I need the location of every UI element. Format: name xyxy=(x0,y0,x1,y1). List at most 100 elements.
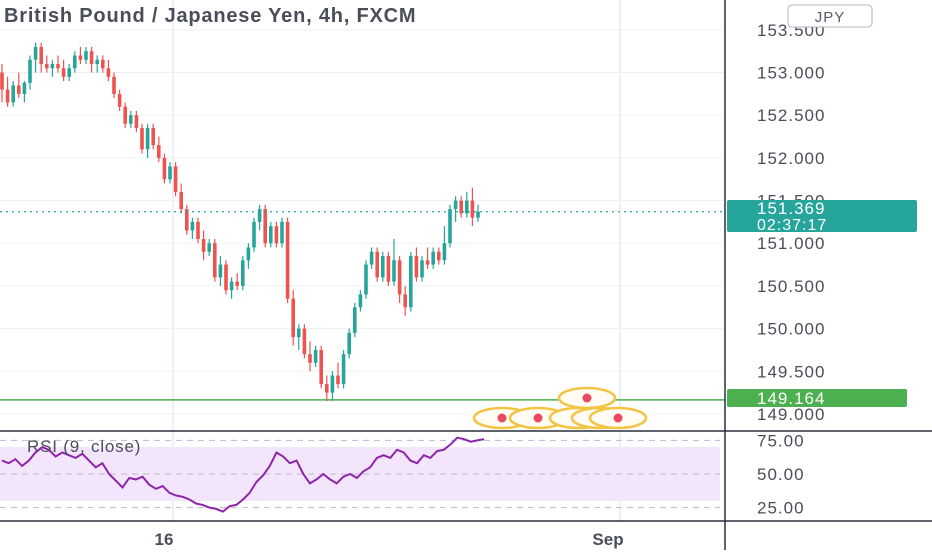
candle xyxy=(341,349,346,389)
candle xyxy=(101,55,105,73)
currency-badge-box[interactable] xyxy=(787,4,873,28)
candle xyxy=(89,46,94,73)
candle xyxy=(61,59,66,82)
candle xyxy=(190,217,195,239)
level-price-tag xyxy=(727,389,907,407)
price-tick-label: 152.500 xyxy=(757,106,825,125)
candle xyxy=(313,345,318,367)
candle xyxy=(123,102,127,129)
last-price-value: 151.369 xyxy=(757,199,825,218)
candle xyxy=(330,371,335,402)
candle xyxy=(285,217,290,303)
economic-event-icon[interactable] xyxy=(557,386,617,410)
candle xyxy=(353,302,357,338)
last-price-tag xyxy=(727,200,917,232)
candle xyxy=(420,256,424,282)
candle xyxy=(179,183,183,214)
candle xyxy=(213,238,217,282)
candle xyxy=(437,247,441,265)
candle xyxy=(157,136,161,163)
candle xyxy=(319,345,323,389)
price-tick-label: 149.500 xyxy=(757,362,825,381)
price-tick-label: 151.000 xyxy=(757,234,825,253)
last-price-countdown: 02:37:17 xyxy=(757,217,827,234)
candle xyxy=(129,110,133,129)
candle xyxy=(185,204,189,235)
candle xyxy=(134,110,139,133)
candle xyxy=(403,285,407,316)
rsi-label[interactable]: RSI (9, close) xyxy=(27,437,141,456)
candle xyxy=(470,187,475,227)
candle xyxy=(22,81,27,103)
candle xyxy=(201,230,206,261)
price-tick-label: 153.000 xyxy=(757,64,825,83)
candle xyxy=(291,290,295,346)
candle xyxy=(375,247,379,282)
candle xyxy=(84,46,88,65)
candle xyxy=(269,221,273,248)
candle xyxy=(336,362,340,389)
candle xyxy=(381,251,385,282)
price-tick-label: 149.000 xyxy=(757,405,825,424)
grid-layer xyxy=(0,0,725,521)
candle xyxy=(5,76,10,107)
candle xyxy=(252,217,256,252)
currency-badge[interactable]: JPY xyxy=(815,9,846,26)
candle xyxy=(11,81,15,107)
candle xyxy=(431,247,435,269)
candle xyxy=(397,256,402,303)
candle xyxy=(151,123,155,150)
candle xyxy=(386,251,391,286)
candle xyxy=(257,204,262,231)
candle xyxy=(218,256,223,286)
candle xyxy=(196,217,200,244)
rsi-tick-label: 75.00 xyxy=(757,431,805,450)
candle xyxy=(56,55,60,73)
candle xyxy=(145,123,150,158)
candle xyxy=(67,64,71,82)
candle xyxy=(325,375,329,402)
candle xyxy=(162,153,167,184)
candle xyxy=(106,59,111,82)
chart-title: British Pound / Japanese Yen, 4h, FXCM xyxy=(4,5,416,27)
time-label-sep: Sep xyxy=(592,530,623,549)
candle xyxy=(173,162,178,197)
candle xyxy=(392,238,396,286)
candle xyxy=(241,256,245,291)
candle xyxy=(442,226,447,265)
rsi-line xyxy=(1,436,485,513)
candle xyxy=(39,42,43,73)
event-markers[interactable] xyxy=(472,386,648,430)
candle xyxy=(369,247,374,269)
price-axis-labels: 153.500153.000152.500152.000151.500151.0… xyxy=(757,21,825,518)
candle xyxy=(308,341,312,372)
candle xyxy=(33,42,38,73)
level-price-value: 149.164 xyxy=(757,389,825,408)
candle xyxy=(50,59,55,77)
candle xyxy=(140,123,144,154)
candle xyxy=(28,55,32,90)
candle xyxy=(112,72,116,99)
candle xyxy=(17,72,21,99)
candle xyxy=(453,196,458,222)
price-tick-label: 150.000 xyxy=(757,320,825,339)
candle xyxy=(364,260,368,299)
economic-event-icon[interactable] xyxy=(588,406,648,430)
rsi-layer xyxy=(0,436,720,513)
candle xyxy=(459,196,463,218)
candle xyxy=(425,247,430,269)
rsi-tick-label: 25.00 xyxy=(757,499,805,518)
candle xyxy=(476,204,480,222)
candle xyxy=(0,64,4,103)
candle xyxy=(274,221,279,248)
candle xyxy=(246,243,251,269)
candle xyxy=(414,247,419,282)
candle xyxy=(168,162,172,184)
candle xyxy=(358,290,363,312)
candle xyxy=(224,260,228,295)
candle xyxy=(347,328,351,359)
candle xyxy=(302,324,307,359)
candle xyxy=(78,46,83,65)
